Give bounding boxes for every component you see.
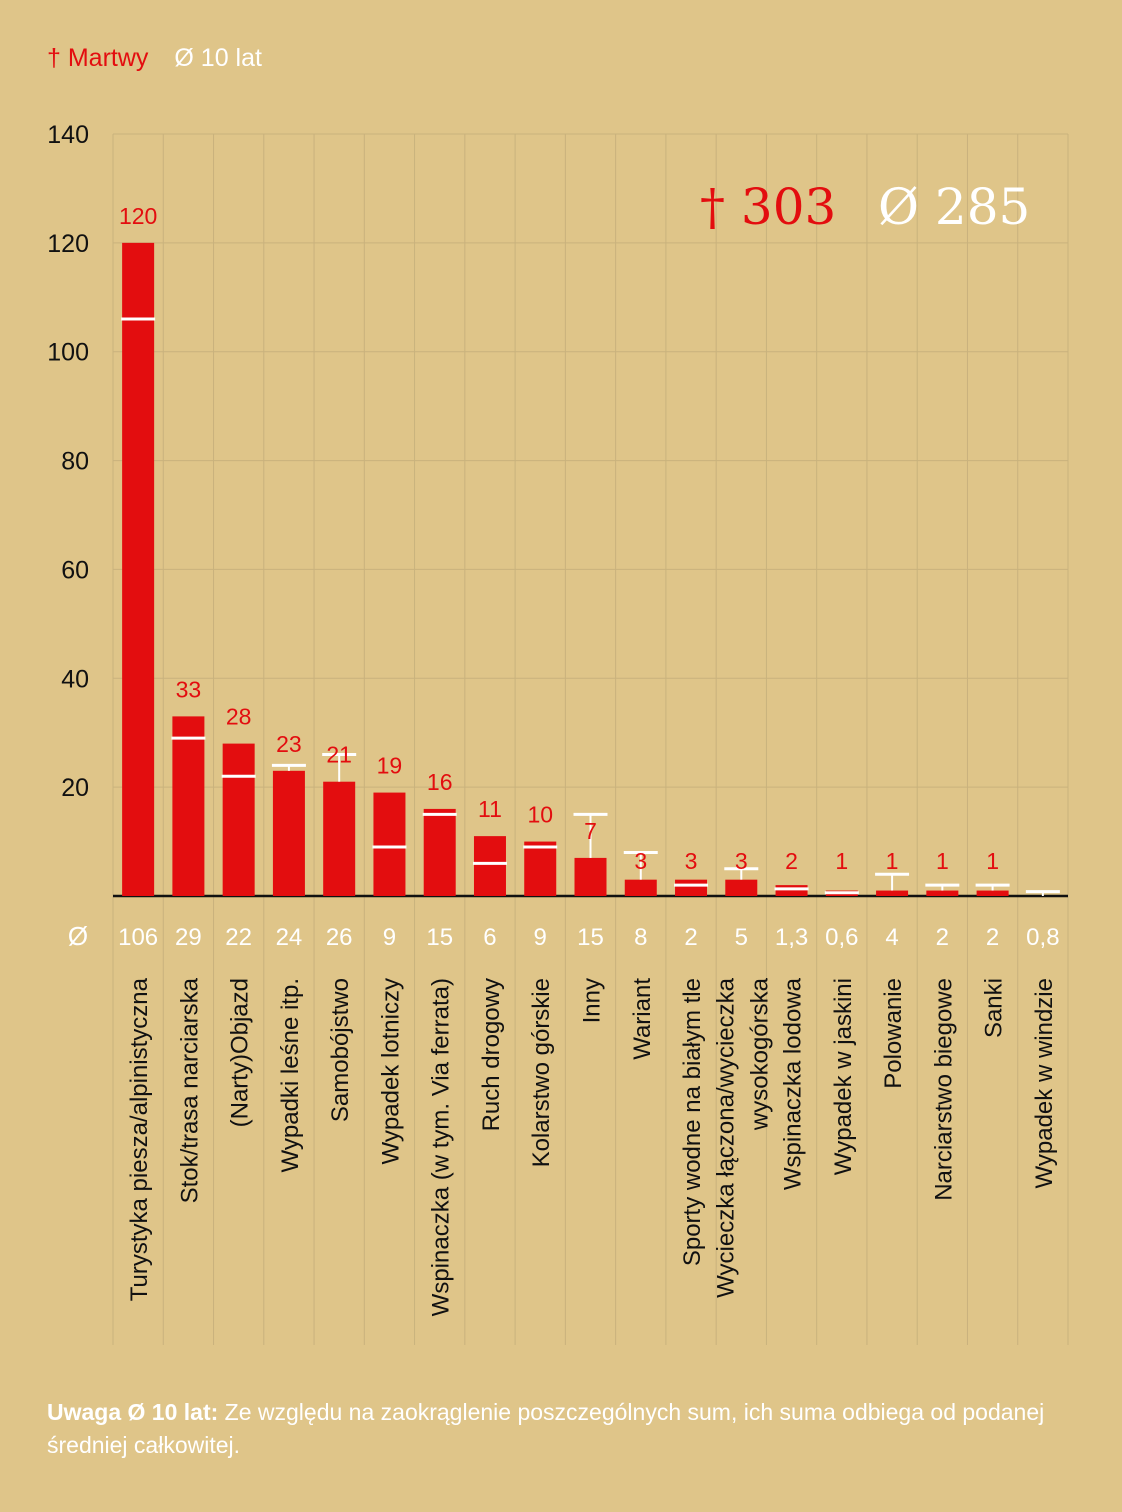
- average-label: 1,3: [775, 924, 808, 951]
- value-label: 7: [584, 818, 597, 844]
- average-label: 0,6: [825, 924, 858, 951]
- value-label: 1: [936, 848, 949, 874]
- average-row-symbol: Ø: [68, 921, 88, 951]
- footnote-text: Ze względu na zaokrąglenie poszczególnyc…: [47, 1399, 1045, 1458]
- bar: [272, 770, 305, 896]
- bar: [675, 879, 708, 896]
- category-label: Kolarstwo górskie: [528, 978, 555, 1167]
- value-label: 33: [176, 676, 202, 702]
- bar: [574, 857, 607, 896]
- bar: [323, 781, 356, 896]
- y-axis: 20 40 60 80 100 120 140: [47, 121, 89, 802]
- bar: [423, 808, 456, 896]
- average-label: 15: [426, 924, 453, 951]
- value-label: 2: [785, 848, 798, 874]
- average-label: 4: [885, 924, 898, 951]
- category-label: Turystyka piesza/alpinistyczna: [126, 977, 153, 1301]
- y-tick-label: 60: [61, 556, 89, 584]
- value-label: 3: [685, 848, 698, 874]
- y-tick-label: 140: [47, 121, 89, 149]
- value-label: 19: [377, 753, 403, 779]
- bar: [775, 885, 808, 896]
- y-tick-label: 20: [61, 774, 89, 802]
- category-label: Inny: [579, 978, 606, 1023]
- average-label: 29: [175, 924, 202, 951]
- bar: [222, 743, 255, 896]
- bar: [172, 716, 205, 896]
- legend: † Martwy Ø 10 lat: [47, 44, 262, 73]
- average-label: 2: [936, 924, 949, 951]
- average-label: 106: [118, 924, 158, 951]
- average-label: 9: [383, 924, 396, 951]
- value-label: 3: [735, 848, 748, 874]
- average-label: 5: [735, 924, 748, 951]
- bar: [473, 836, 506, 896]
- bar: [876, 890, 909, 896]
- category-label: Wycieczka łączona/wycieczka: [712, 977, 739, 1298]
- category-labels: Turystyka piesza/alpinistyczna Stok/trasa…: [126, 977, 1058, 1316]
- bar: [926, 890, 959, 896]
- average-label: 0,8: [1026, 924, 1059, 951]
- average-labels: 106 29 22 24 26 9 15 6 9 15 8 2 5 1,3 0,6 4 2 2 0,8: [118, 924, 1059, 951]
- average-markers: [121, 317, 1060, 896]
- legend-dead: † Martwy: [47, 44, 149, 72]
- bar: [122, 242, 155, 896]
- bar: [373, 792, 406, 896]
- category-label: Samobójstwo: [327, 978, 354, 1122]
- value-label: 11: [478, 796, 502, 822]
- average-label: 2: [986, 924, 999, 951]
- y-tick-label: 120: [47, 230, 89, 258]
- grid: [112, 133, 1069, 1345]
- category-label: Wypadek lotniczy: [377, 978, 404, 1165]
- value-label: 16: [427, 769, 453, 795]
- value-label: 120: [119, 203, 157, 229]
- total-average: Ø 285: [878, 178, 1030, 236]
- category-label: Sanki: [981, 978, 1008, 1038]
- average-label: 2: [684, 924, 697, 951]
- value-label: 21: [326, 742, 352, 768]
- category-label: wysokogórska: [746, 977, 773, 1131]
- average-label: 24: [276, 924, 303, 951]
- category-label: Polowanie: [880, 978, 907, 1089]
- total-dead: † 303: [700, 178, 836, 236]
- y-tick-label: 100: [47, 339, 89, 367]
- category-label: Wariant: [629, 978, 656, 1060]
- bars: [122, 242, 1009, 896]
- average-label: 9: [534, 924, 547, 951]
- legend-average: Ø 10 lat: [174, 44, 262, 72]
- category-label: Wspinaczka (w tym. Via ferrata): [428, 978, 455, 1316]
- bar: [624, 879, 657, 896]
- average-label: 22: [225, 924, 252, 951]
- average-label: 6: [483, 924, 496, 951]
- average-label: 8: [634, 924, 647, 951]
- footnote: Uwaga Ø 10 lat: Ze względu na zaokrąglen…: [47, 1396, 1077, 1462]
- value-label: 28: [226, 704, 252, 730]
- category-label: Narciarstwo biegowe: [930, 978, 957, 1201]
- bar: [976, 890, 1009, 896]
- value-label: 23: [276, 731, 302, 757]
- y-tick-label: 40: [61, 665, 89, 693]
- value-label: 1: [886, 848, 899, 874]
- category-label: Wypadek w windzie: [1031, 978, 1058, 1189]
- average-label: 15: [577, 924, 604, 951]
- category-label: Stok/trasa narciarska: [176, 977, 203, 1203]
- y-tick-label: 80: [61, 448, 89, 476]
- category-label: Wspinaczka lodowa: [780, 977, 807, 1190]
- category-label: Sporty wodne na białym tle: [679, 978, 706, 1266]
- average-label: 26: [326, 924, 353, 951]
- category-label: (Narty)Objazd: [227, 978, 254, 1127]
- value-label: 3: [634, 848, 647, 874]
- value-label: 1: [835, 848, 848, 874]
- category-label: Ruch drogowy: [478, 978, 505, 1131]
- category-label: Wypadek w jaskini: [830, 978, 857, 1175]
- category-label: Wypadki leśne itp.: [277, 978, 304, 1173]
- bar: [725, 879, 758, 896]
- value-label: 1: [986, 848, 999, 874]
- bar: [524, 841, 557, 896]
- footnote-label: Uwaga Ø 10 lat:: [47, 1399, 219, 1425]
- value-label: 10: [527, 802, 553, 828]
